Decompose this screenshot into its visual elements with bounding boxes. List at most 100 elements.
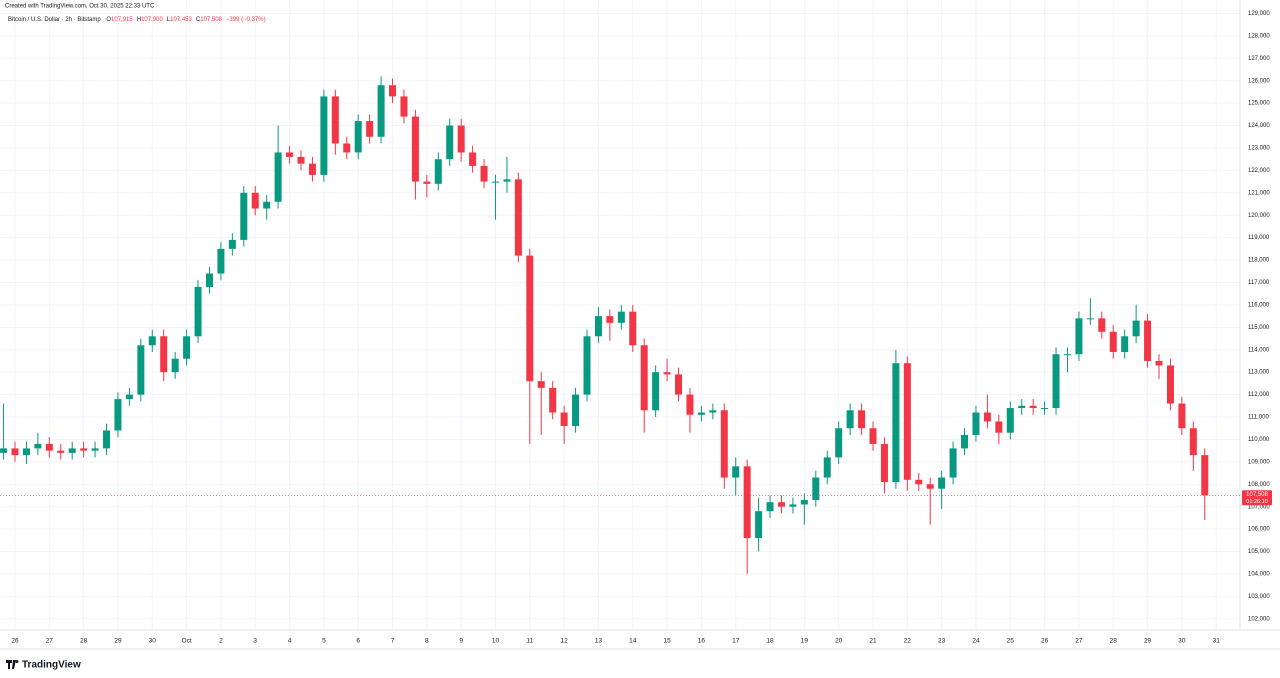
y-tick-label: 127,000 [1248, 56, 1270, 62]
candle-body [1132, 320, 1140, 337]
candle-body [366, 121, 374, 137]
candle-body [80, 448, 88, 451]
y-tick-label: 105,000 [1248, 549, 1270, 555]
candle-body [1029, 405, 1037, 409]
candle-body [709, 410, 717, 413]
candle-body [91, 448, 99, 451]
candle-body [343, 143, 351, 153]
candle-body [675, 374, 683, 395]
candle-body [103, 430, 111, 449]
candle-body [537, 381, 545, 388]
candle-body [961, 434, 969, 449]
x-tick-label: 11 [526, 638, 533, 645]
candle-body [320, 96, 328, 175]
candle-body [1201, 455, 1209, 496]
candle-body [686, 394, 694, 415]
y-tick-label: 129,000 [1248, 11, 1270, 17]
x-tick-label: 24 [972, 638, 980, 645]
candle-body [903, 363, 911, 480]
change: −399 (−0.37%) [226, 17, 266, 23]
candle-body [1075, 318, 1083, 355]
candle-body [68, 448, 76, 453]
y-tick-label: 115,000 [1248, 325, 1270, 331]
candle-body [880, 443, 888, 483]
candle-body [572, 394, 580, 426]
logo: TradingView [6, 660, 81, 671]
x-tick-label: 28 [1110, 638, 1118, 645]
ohlc-value: 107,508 [200, 17, 222, 23]
candle-body [148, 336, 156, 346]
candle-body [812, 477, 820, 500]
candle-body [480, 165, 488, 182]
x-tick-label: 9 [459, 638, 463, 645]
candle-body [434, 159, 442, 184]
candle-body [915, 479, 923, 485]
candle-body [560, 412, 568, 426]
candle-body [331, 96, 339, 144]
x-tick-label: 7 [391, 638, 395, 645]
candle-body [972, 412, 980, 435]
candle-body [205, 273, 213, 287]
ohlc-value: 107,915 [111, 17, 133, 23]
x-tick-label: 17 [732, 638, 740, 645]
y-tick-label: 123,000 [1248, 146, 1270, 152]
credit: Created with TradingView.com, Oct 30, 20… [5, 4, 155, 10]
candle-body [160, 336, 168, 373]
candle-body [457, 125, 465, 153]
candle-body [1178, 403, 1186, 429]
x-tick-label: 28 [80, 638, 88, 645]
x-tick-label: 8 [425, 638, 429, 645]
candle-body [240, 192, 248, 240]
ohlc-key: H [137, 17, 141, 23]
candle-body [183, 336, 191, 359]
candle-body [835, 428, 843, 458]
candle-body [469, 152, 477, 166]
candle-body [308, 163, 316, 175]
y-tick-label: 114,000 [1248, 347, 1270, 353]
candle-body [1041, 408, 1049, 410]
candle-body [423, 181, 431, 184]
candle-body [57, 450, 65, 453]
x-tick-label: 21 [869, 638, 877, 645]
y-tick-label: 126,000 [1248, 78, 1270, 84]
logo-text: TradingView [22, 660, 81, 671]
x-tick-label: 26 [1041, 638, 1049, 645]
y-tick-label: 117,000 [1248, 280, 1270, 286]
candle-body [766, 502, 774, 512]
candle-body [503, 179, 511, 182]
candle-body [400, 96, 408, 117]
x-tick-label: 23 [938, 638, 946, 645]
symbol: Bitcoin / U.S. Dollar · 2h · Bitstamp [8, 17, 101, 23]
x-tick-label: 14 [629, 638, 637, 645]
candle-body [926, 484, 934, 489]
candle-body [0, 448, 8, 453]
candle-body [1189, 428, 1197, 456]
y-tick-label: 109,000 [1248, 459, 1270, 465]
candle-body [606, 316, 614, 323]
candle-body [34, 443, 42, 449]
candle-body [949, 448, 957, 478]
candle-body [583, 336, 591, 395]
x-tick-label: 3 [253, 638, 257, 645]
candle-body [297, 156, 305, 164]
y-tick-label: 124,000 [1248, 123, 1270, 129]
candle-body [789, 504, 797, 507]
x-tick-label: 25 [1007, 638, 1015, 645]
x-tick-label: 13 [595, 638, 603, 645]
candle-body [617, 311, 625, 323]
y-tick-label: 119,000 [1248, 235, 1270, 241]
x-tick-label: 10 [492, 638, 500, 645]
x-tick-label: 29 [114, 638, 122, 645]
candle-body [823, 457, 831, 478]
y-tick-label: 112,000 [1248, 392, 1270, 398]
candle-body [1052, 354, 1060, 409]
candle-body [1098, 318, 1106, 332]
candle-body [171, 358, 179, 373]
candle-body [286, 152, 294, 157]
y-tick-label: 113,000 [1248, 370, 1270, 376]
legend: Bitcoin / U.S. Dollar · 2h · Bitstamp O1… [8, 17, 266, 23]
candle-body [217, 248, 225, 274]
candle-body [11, 448, 19, 456]
candle-body [732, 466, 740, 478]
